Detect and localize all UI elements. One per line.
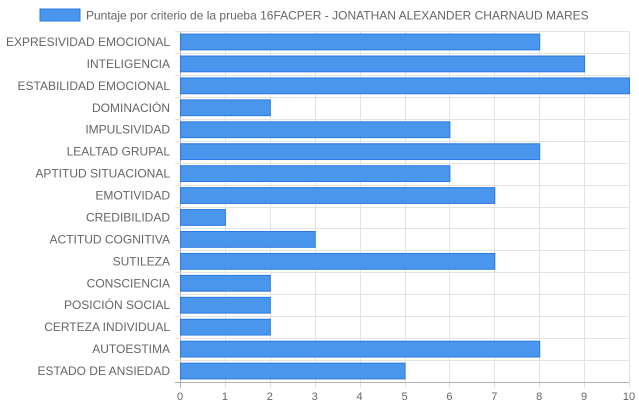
category-label: ESTADO DE ANSIEDAD bbox=[38, 364, 171, 378]
x-tick-label: 2 bbox=[267, 391, 273, 403]
bar-7 bbox=[180, 165, 451, 182]
bar-4 bbox=[180, 99, 271, 117]
x-tick-label: 9 bbox=[581, 391, 587, 403]
category-label: AUTOESTIMA bbox=[92, 342, 170, 356]
category-label: ACTITUD COGNITIVA bbox=[50, 232, 170, 246]
bar-14 bbox=[180, 318, 271, 336]
category-label: ESTABILIDAD EMOCIONAL bbox=[18, 79, 171, 93]
category-label: EMOTIVIDAD bbox=[95, 189, 170, 203]
x-tick-label: 10 bbox=[623, 391, 635, 403]
category-label: APTITUD SITUACIONAL bbox=[35, 167, 170, 181]
bar-10 bbox=[180, 231, 316, 248]
category-label: DOMINACIÓN bbox=[92, 100, 170, 115]
legend-swatch bbox=[39, 8, 81, 22]
legend[interactable]: Puntaje por criterio de la prueba 16FACP… bbox=[39, 8, 589, 23]
bar-1 bbox=[180, 33, 541, 51]
category-label: EXPRESIVIDAD EMOCIONAL bbox=[6, 35, 170, 49]
bar-12 bbox=[180, 274, 271, 292]
category-label: IMPULSIVIDAD bbox=[85, 123, 170, 137]
x-tick-label: 7 bbox=[491, 391, 497, 403]
bars bbox=[180, 33, 630, 380]
category-label: SUTILEZA bbox=[113, 254, 170, 268]
bar-6 bbox=[180, 143, 541, 161]
category-label: CERTEZA INDIVIDUAL bbox=[44, 320, 170, 334]
x-tick-label: 0 bbox=[177, 391, 183, 403]
bar-2 bbox=[180, 55, 586, 73]
category-label: CONSCIENCIA bbox=[87, 276, 170, 290]
x-tick-label: 4 bbox=[357, 391, 363, 403]
x-tick-label: 3 bbox=[312, 391, 318, 403]
bar-11 bbox=[180, 252, 496, 270]
x-tick-labels: 0 1 2 3 4 5 6 7 8 9 10 bbox=[177, 391, 635, 403]
x-tick-label: 5 bbox=[401, 391, 407, 403]
bar-9 bbox=[180, 209, 226, 226]
bar-15 bbox=[180, 340, 541, 358]
legend-label: Puntaje por criterio de la prueba 16FACP… bbox=[86, 9, 589, 23]
x-tick-label: 1 bbox=[222, 391, 228, 403]
bar-13 bbox=[180, 296, 271, 314]
category-label: INTELIGENCIA bbox=[87, 57, 170, 71]
x-tick-label: 8 bbox=[536, 391, 542, 403]
category-label: LEALTAD GRUPAL bbox=[67, 145, 171, 159]
category-label: CREDIBILIDAD bbox=[86, 210, 170, 224]
category-label: POSICIÓN SOCIAL bbox=[64, 297, 170, 312]
category-labels: EXPRESIVIDAD EMOCIONAL INTELIGENCIA ESTABI… bbox=[6, 35, 170, 378]
bar-5 bbox=[180, 121, 451, 139]
bar-3 bbox=[180, 77, 630, 95]
bar-16 bbox=[180, 362, 406, 380]
x-tick-label: 6 bbox=[446, 391, 452, 403]
bar-8 bbox=[180, 187, 496, 204]
